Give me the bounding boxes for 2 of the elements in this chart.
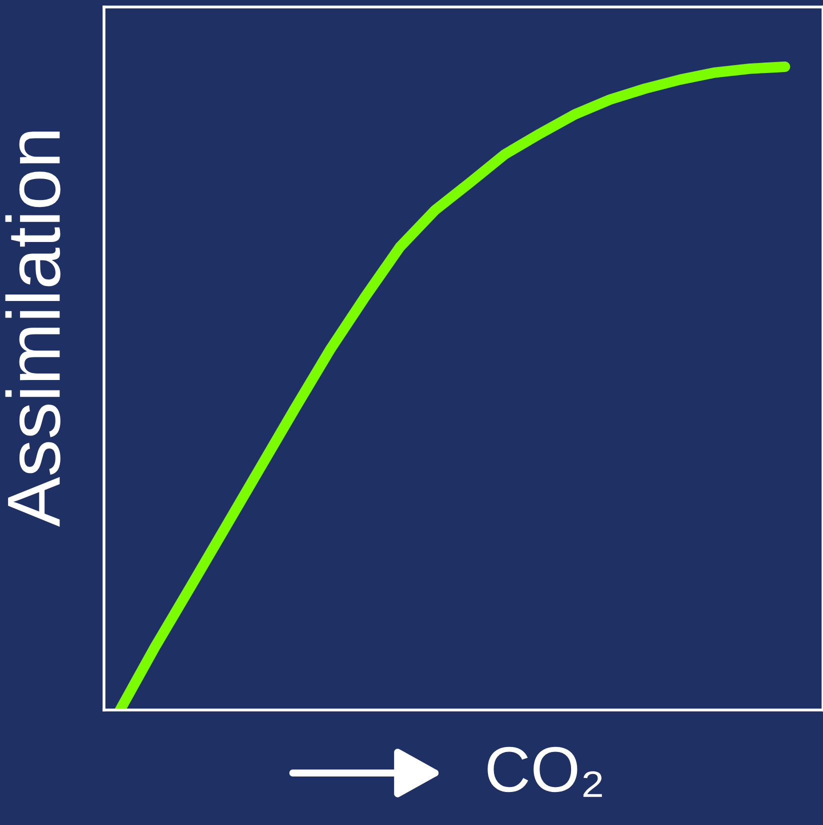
y-axis-title: Assimilation xyxy=(5,132,60,527)
x-axis-title: CO₂ xyxy=(488,746,602,797)
